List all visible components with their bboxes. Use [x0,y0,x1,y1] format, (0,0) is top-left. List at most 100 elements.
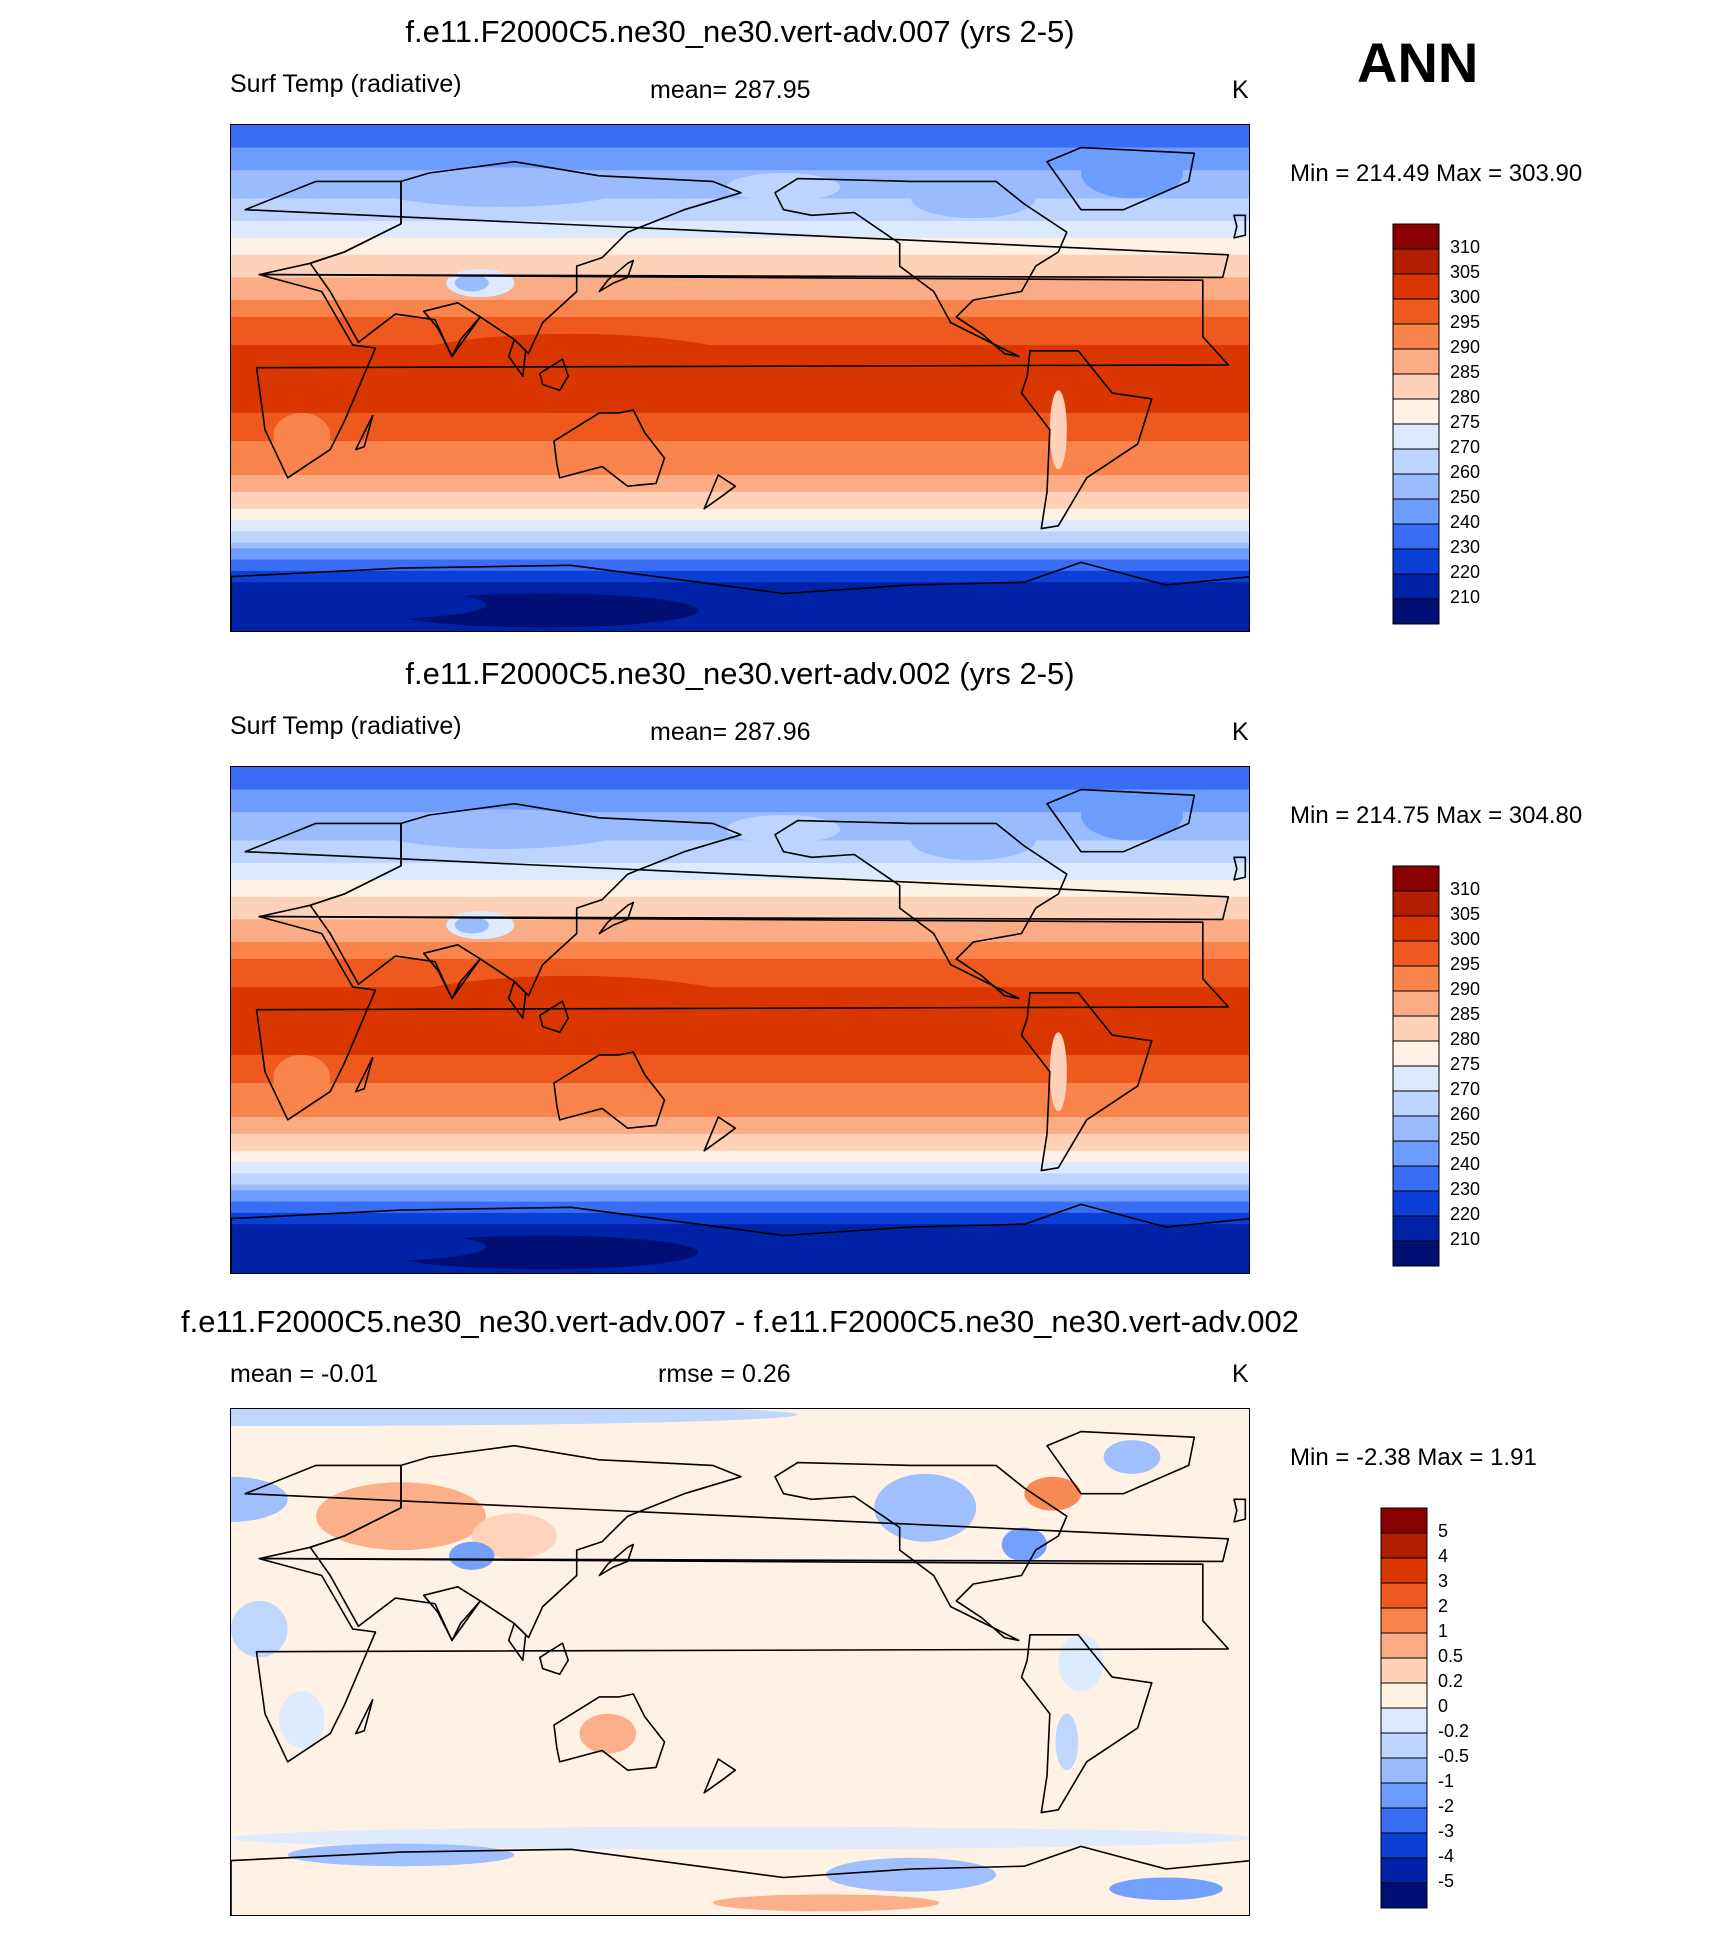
temp-band [231,311,1249,318]
temp-band [231,930,1249,937]
temp-band [231,1150,1249,1157]
difference-blob [279,1691,325,1748]
panel3-minmax-label: Min = -2.38 Max = 1.91 [1290,1444,1537,1471]
coastline-greenland [1046,788,1196,853]
temp-band [231,503,1249,510]
panel1-units-label: K [1232,76,1249,104]
temp-band [231,1201,1249,1208]
temp-band [231,1071,1249,1078]
colorbar-swatch [1392,1065,1440,1092]
colorbar-swatch [1392,473,1440,500]
colorbar-swatch [1380,1682,1428,1709]
colorbar-swatch [1380,1607,1428,1634]
greenland-cold [1081,147,1183,199]
colorbar-swatch [1392,498,1440,525]
temp-band [231,407,1249,414]
season-label: ANN [1357,31,1479,94]
colorbar-swatch [1392,1115,1440,1142]
temp-band [231,158,1249,166]
coastline-uk [1233,856,1247,881]
temp-band [231,942,1249,949]
coastline-antarctica [231,561,1249,631]
temp-band [231,1094,1249,1101]
colorbar-level-label: 4 [1438,1546,1449,1566]
temp-band [231,1162,1249,1169]
temp-band [231,987,1249,994]
panel1-mean-label: mean= 287.95 [650,76,811,104]
tibet-core [454,274,489,292]
coastline-newzealand [703,1758,737,1794]
antarctic-east [259,590,486,619]
temp-band [231,548,1249,555]
temp-band [231,857,1249,864]
temp-band [231,1043,1249,1050]
difference-blob [1058,1634,1104,1692]
warm-pool [372,333,770,413]
temp-band [231,221,1249,228]
temp-band [231,497,1249,504]
temp-band [231,198,1249,205]
colorbar-swatch [1380,1807,1428,1834]
temp-band [231,345,1249,352]
temp-band [231,1241,1249,1248]
temp-band [231,328,1249,335]
colorbar-level-label: 0.2 [1438,1671,1464,1691]
colorbar-swatch [1392,890,1440,917]
colorbar-level-label: 230 [1450,1179,1481,1199]
panel1-map [230,124,1250,632]
coastline-seasia [507,980,527,1019]
temp-band [231,401,1249,408]
temp-band [231,514,1249,521]
colorbar-level-label: 270 [1450,1079,1481,1099]
colorbar-swatch [1392,1015,1440,1042]
coastline-borneo [539,358,569,392]
temp-band [231,271,1249,278]
colorbar-level-label: -3 [1438,1821,1455,1841]
colorbar-swatch [1392,1240,1440,1267]
temp-band [231,249,1249,256]
temp-band [231,846,1249,853]
temp-band [231,130,1249,137]
panel3-title: f.e11.F2000C5.ne30_ne30.vert-adv.007 - f… [181,1304,1299,1339]
colorbar-swatch [1380,1582,1428,1609]
temp-band [231,1224,1249,1231]
panel2-mean-label: mean= 287.96 [650,718,811,746]
coastline-antarctica [231,1845,1249,1915]
colorbar-swatches [1380,1507,1428,1909]
colorbar-swatch [1380,1657,1428,1684]
temp-band [231,975,1249,982]
colorbar-level-label: 0 [1438,1696,1449,1716]
coastline-asia [309,802,742,1000]
tibet-core [454,916,489,934]
temp-band [231,429,1249,436]
temp-band [231,806,1249,813]
temp-band [231,891,1249,898]
temp-band [231,1066,1249,1073]
temp-band [231,1252,1249,1259]
coastline-japan [598,901,635,935]
colorbar-level-label: 285 [1450,362,1481,382]
colorbar-level-label: 275 [1450,1054,1481,1074]
temp-band [231,266,1249,273]
coastlines [231,1430,1249,1915]
temp-band [231,783,1249,791]
temp-band [231,294,1249,301]
temp-band [231,800,1249,808]
coastline-africa [255,915,1230,1121]
coastline-samerica [1020,992,1153,1172]
panel3-map [230,1408,1250,1916]
coastline-borneo [539,1000,569,1034]
colorbar-level-label: 220 [1450,1204,1481,1224]
colorbar-level-label: -0.5 [1438,1746,1470,1766]
temp-band [231,570,1249,578]
temp-band [231,1117,1249,1124]
temp-band [231,1258,1249,1265]
panel1-variable-label: Surf Temp (radiative) [230,70,462,98]
temp-band [231,789,1249,796]
panel2-minmax-label: Min = 214.75 Max = 304.80 [1290,802,1583,829]
colorbar-level-label: 3 [1438,1571,1449,1591]
difference-blob [231,1826,1249,1850]
temp-band [231,283,1249,290]
temp-band [231,491,1249,499]
coastline-india [422,944,482,1000]
